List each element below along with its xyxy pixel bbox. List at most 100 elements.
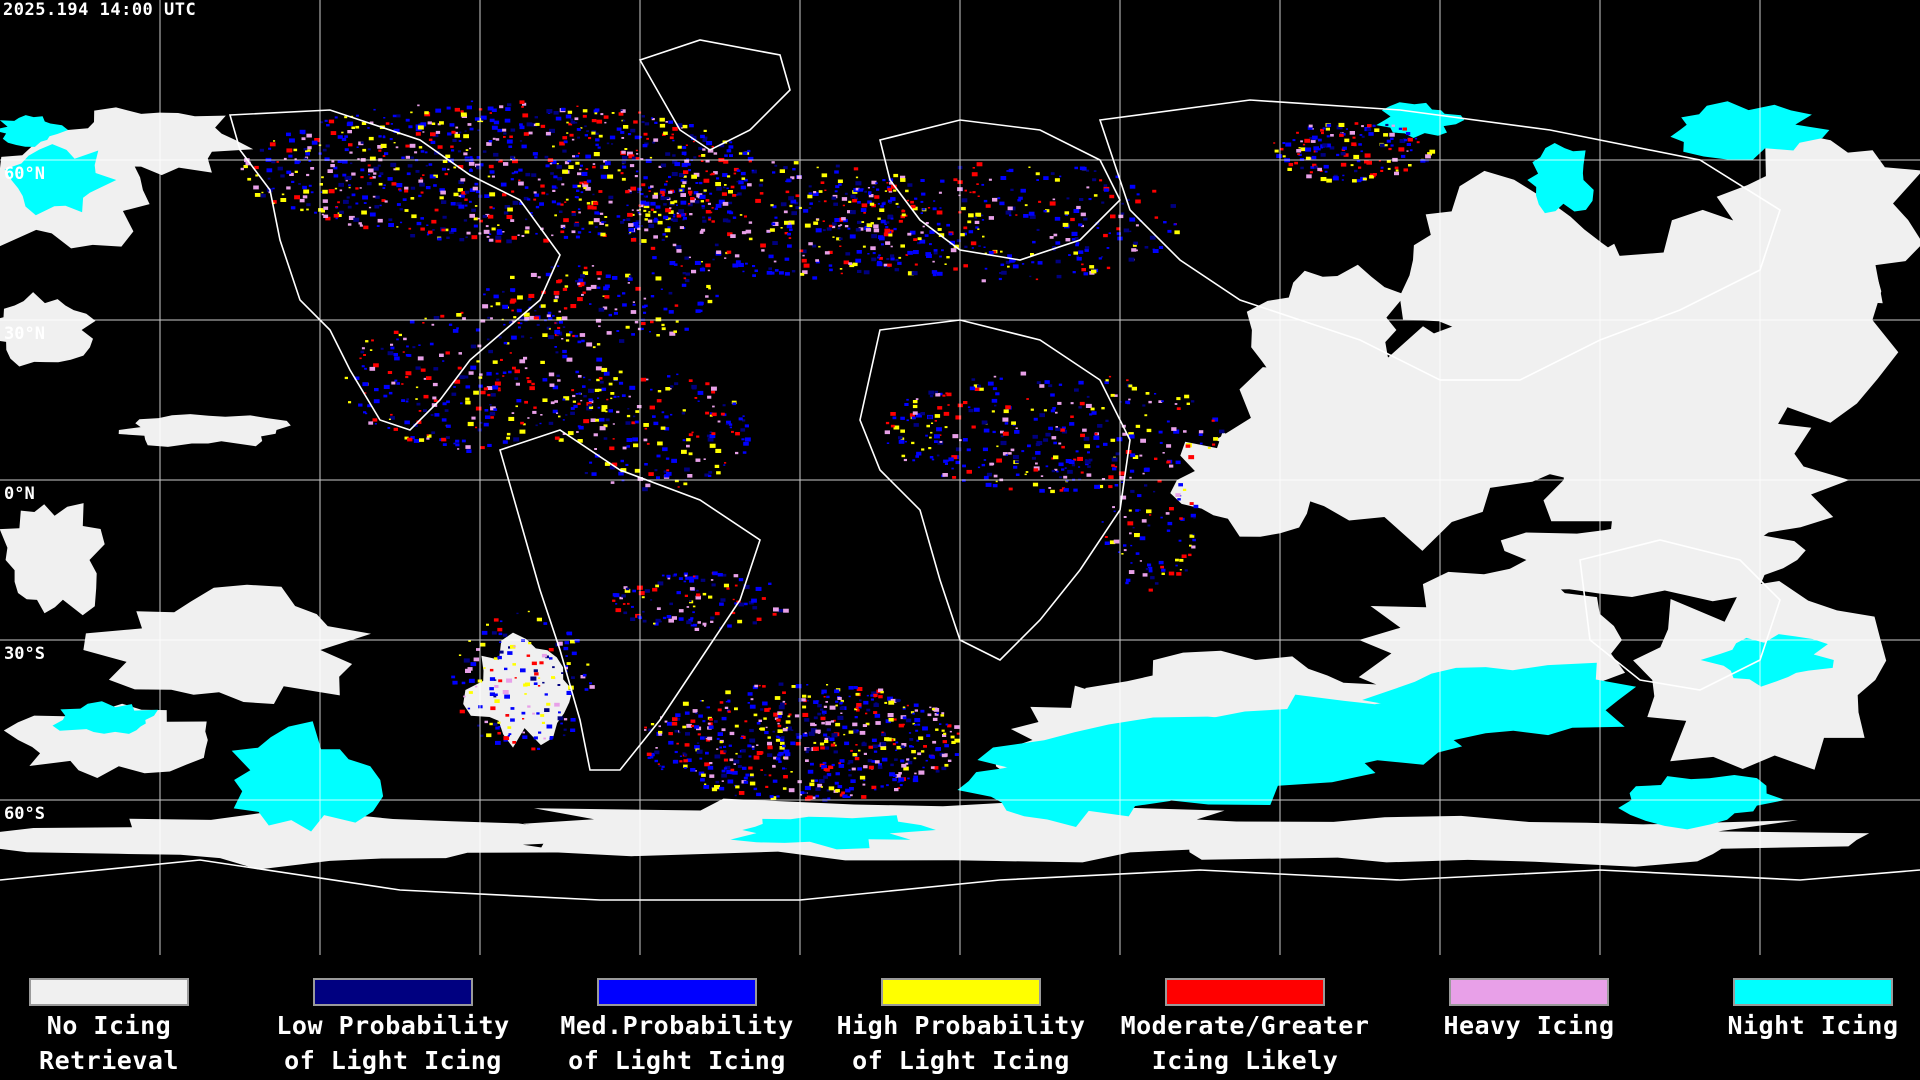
icing-pixel <box>487 106 494 111</box>
icing-pixel <box>1135 249 1138 252</box>
icing-pixel <box>470 662 477 667</box>
icing-pixel <box>824 746 829 750</box>
icing-pixel <box>592 165 596 169</box>
icing-pixel <box>1188 553 1192 557</box>
icing-pixel <box>554 186 558 189</box>
icing-pixel <box>575 235 580 239</box>
icing-pixel <box>705 295 709 298</box>
icing-pixel <box>644 122 650 126</box>
icing-pixel <box>907 232 912 236</box>
icing-pixel <box>1176 407 1181 410</box>
icing-pixel <box>269 142 276 147</box>
icing-pixel <box>920 212 923 214</box>
icing-pixel <box>625 273 631 278</box>
icing-pixel <box>652 141 656 144</box>
icing-pixel <box>847 210 852 214</box>
icing-pixel <box>1036 381 1041 384</box>
icing-pixel <box>489 722 493 726</box>
icing-pixel <box>588 388 594 393</box>
icing-pixel <box>1108 232 1111 235</box>
icing-pixel <box>556 374 560 377</box>
icing-pixel <box>749 704 756 709</box>
icing-pixel <box>558 415 561 418</box>
icing-pixel <box>555 116 562 121</box>
icing-pixel <box>689 587 695 591</box>
icing-pixel <box>728 145 734 149</box>
icing-pixel <box>772 171 776 174</box>
icing-pixel <box>457 448 460 450</box>
icing-pixel <box>378 182 383 186</box>
icing-pixel <box>794 201 799 205</box>
icing-pixel <box>748 160 752 163</box>
icing-pixel <box>403 337 407 341</box>
icing-pixel <box>602 306 608 310</box>
icing-pixel <box>404 209 409 212</box>
icing-pixel <box>463 219 468 222</box>
icing-pixel <box>890 763 894 767</box>
icing-pixel <box>939 392 943 396</box>
icing-pixel <box>622 119 626 122</box>
icing-pixel <box>490 706 496 711</box>
icing-pixel <box>488 140 493 143</box>
icing-pixel <box>784 767 787 770</box>
icing-pixel <box>668 210 674 214</box>
icing-pixel <box>834 170 839 174</box>
icing-pixel <box>862 724 867 727</box>
icing-pixel <box>961 206 966 211</box>
icing-pixel <box>702 592 707 596</box>
icing-pixel <box>922 726 928 731</box>
icing-pixel <box>1325 127 1330 131</box>
icing-pixel <box>666 615 672 619</box>
icing-pixel <box>834 190 838 193</box>
icing-pixel <box>929 706 932 709</box>
icing-pixel <box>835 185 840 189</box>
icing-pixel <box>456 327 459 330</box>
icing-pixel <box>1055 427 1061 431</box>
icing-pixel <box>1050 409 1055 413</box>
icing-pixel <box>1359 134 1363 136</box>
icing-pixel <box>387 371 393 374</box>
icing-pixel <box>548 372 555 377</box>
icing-pixel <box>513 645 516 648</box>
icing-pixel <box>505 714 510 717</box>
icing-pixel <box>627 151 633 156</box>
icing-pixel <box>706 284 711 288</box>
icing-pixel <box>361 347 365 350</box>
icing-pixel <box>605 418 610 422</box>
icing-pixel <box>494 699 500 703</box>
icing-pixel <box>1320 153 1326 157</box>
icing-pixel <box>281 193 285 196</box>
icing-pixel <box>935 747 941 751</box>
icing-pixel <box>495 235 502 240</box>
icing-pixel <box>1058 383 1063 386</box>
icing-pixel <box>762 701 768 706</box>
icing-pixel <box>838 183 842 186</box>
icing-pixel <box>478 163 484 167</box>
icing-pixel <box>547 311 552 315</box>
icing-pixel <box>502 290 505 293</box>
icing-pixel <box>768 267 772 270</box>
icing-pixel <box>393 168 397 171</box>
icing-pixel <box>415 170 420 173</box>
icing-pixel <box>444 409 449 412</box>
icing-pixel <box>666 574 671 578</box>
icing-pixel <box>1369 175 1374 179</box>
icing-pixel <box>792 168 796 171</box>
icing-pixel <box>657 763 660 765</box>
icing-pixel <box>637 227 641 231</box>
icing-pixel <box>661 194 665 197</box>
icing-pixel <box>865 712 868 715</box>
icing-pixel <box>634 320 639 324</box>
icing-pixel <box>636 209 640 212</box>
night-icing-region <box>0 115 69 147</box>
icing-pixel <box>508 321 513 324</box>
icing-pixel <box>752 685 758 690</box>
icing-pixel <box>809 202 813 205</box>
icing-pixel <box>1138 509 1141 511</box>
icing-pixel <box>582 385 586 388</box>
icing-pixel <box>698 155 701 157</box>
icing-pixel <box>760 727 765 731</box>
icing-pixel <box>676 591 681 595</box>
icing-pixel <box>795 684 802 689</box>
icing-pixel <box>417 356 424 361</box>
